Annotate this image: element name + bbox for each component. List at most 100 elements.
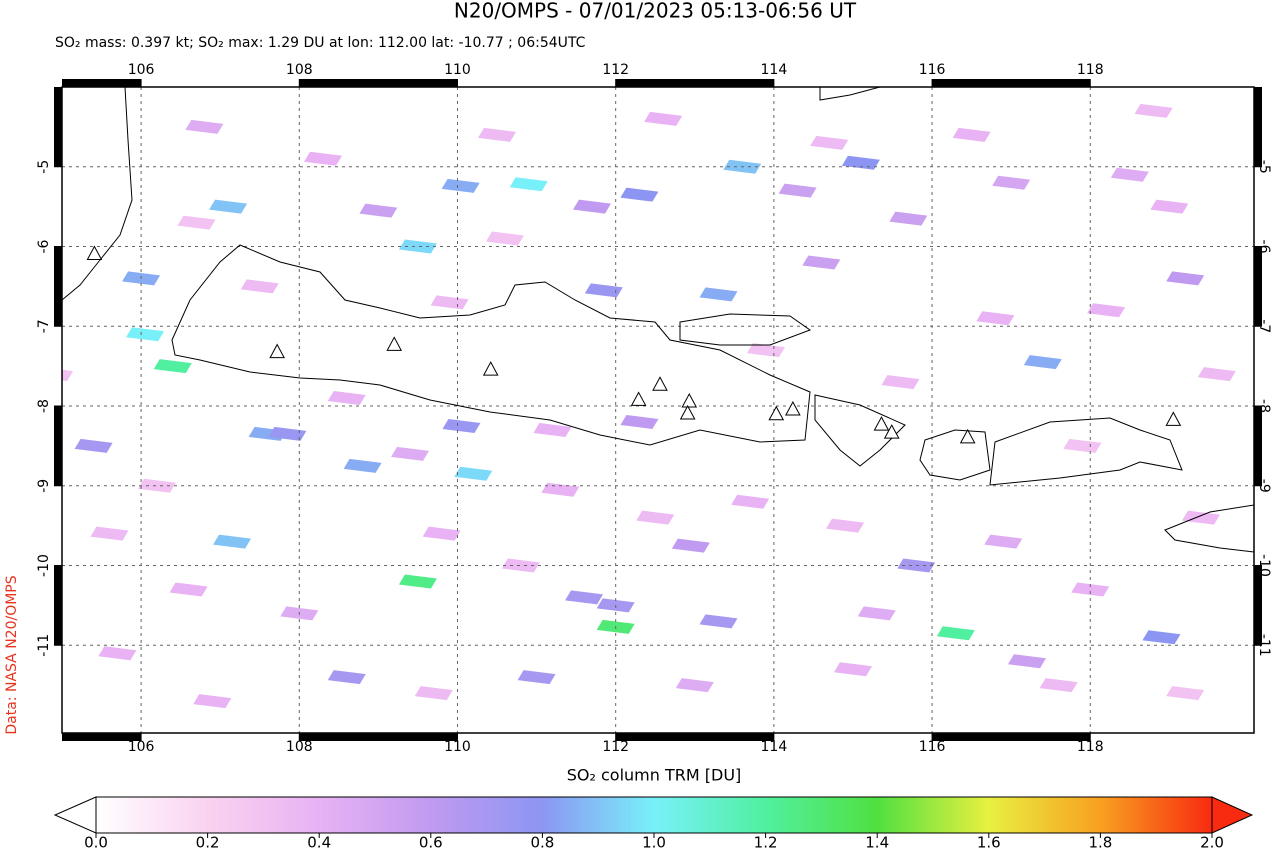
coast-java — [171, 244, 811, 446]
so2-pixel — [533, 422, 572, 437]
so2-pixel — [572, 199, 611, 214]
x-tick-label: 114 — [761, 739, 788, 755]
so2-pixel — [90, 526, 129, 541]
so2-pixel — [984, 534, 1023, 549]
volcano-marker — [883, 424, 900, 439]
x-tick-label: 106 — [128, 739, 155, 755]
so2-pixel — [98, 646, 137, 661]
so2-pixel — [565, 590, 604, 605]
so2-pixel — [74, 438, 113, 453]
frame-bar — [54, 246, 62, 327]
so2-pixel — [644, 111, 683, 126]
y-tick-label: -10 — [36, 554, 52, 577]
so2-pixel — [936, 626, 975, 641]
volcano-marker — [873, 416, 890, 431]
y-tick-label: -11 — [1256, 634, 1272, 657]
so2-pixel — [671, 538, 710, 553]
so2-pixel — [1087, 303, 1126, 318]
colorbar-tick-label: 1.0 — [642, 834, 666, 852]
y-tick-label: -7 — [36, 319, 52, 333]
y-tick-label: -7 — [1256, 319, 1272, 333]
y-tick-label: -9 — [1256, 479, 1272, 493]
x-tick-label: 106 — [128, 62, 155, 78]
colorbar-tick-label: 1.6 — [977, 834, 1001, 852]
frame-bar — [1254, 246, 1262, 327]
so2-pixel — [976, 311, 1015, 326]
x-tick-label: 116 — [919, 62, 946, 78]
y-tick-label: -6 — [1256, 240, 1272, 254]
colorbar-tick-label: 1.8 — [1088, 834, 1112, 852]
so2-pixel — [675, 678, 714, 693]
volcano-marker — [785, 400, 801, 416]
credit: Data: NASA N20/OMPS — [4, 575, 20, 734]
frame-bar — [932, 733, 1091, 741]
title: N20/OMPS - 07/01/2023 05:13-06:56 UT — [454, 0, 857, 23]
so2-pixel — [359, 203, 398, 218]
so2-pixel — [517, 670, 556, 685]
x-tick-label: 110 — [444, 62, 471, 78]
y-tick-label: -5 — [36, 160, 52, 174]
so2-pixel — [699, 614, 738, 629]
y-tick-label: -10 — [1256, 554, 1272, 577]
so2-pixel — [398, 574, 437, 589]
colorbar-tick-label: 0.2 — [196, 834, 220, 852]
x-tick-label: 112 — [602, 739, 629, 755]
so2-pixel — [327, 670, 366, 685]
so2-pixel — [1023, 355, 1062, 370]
so2-pixel — [889, 211, 928, 226]
frame-bar — [54, 406, 62, 486]
frame-bar — [615, 79, 774, 87]
frame-bar — [1254, 87, 1262, 167]
y-tick-label: -8 — [1256, 399, 1272, 413]
volcano-marker — [768, 405, 785, 421]
so2-pixel — [209, 199, 248, 214]
so2-pixel — [992, 175, 1031, 190]
so2-pixel — [62, 369, 74, 382]
coast-borneo — [819, 87, 881, 101]
x-tick-label: 108 — [286, 739, 313, 755]
so2-pixel — [509, 177, 548, 192]
so2-pixel — [620, 414, 659, 429]
so2-pixel — [857, 606, 896, 621]
coastlines — [62, 87, 1254, 553]
colorbar-tick-label: 1.2 — [754, 834, 778, 852]
so2-pixel — [422, 526, 461, 541]
so2-pixel — [1007, 654, 1046, 669]
so2-pixel — [1150, 199, 1189, 214]
so2-pixel — [833, 662, 872, 677]
so2-pixel — [391, 446, 430, 461]
so2-pixel — [137, 478, 176, 493]
so2-pixel — [1197, 367, 1236, 382]
so2-pixel — [1166, 271, 1205, 286]
volcano-marker — [681, 392, 698, 408]
frame-bar — [1254, 565, 1262, 646]
x-tick-label: 114 — [761, 62, 788, 78]
frame-bar — [299, 79, 458, 87]
so2-pixel — [193, 694, 232, 709]
so2-pixel — [501, 558, 540, 573]
x-tick-label: 108 — [286, 62, 313, 78]
so2-pixel — [636, 510, 675, 525]
so2-pixel — [1182, 510, 1221, 525]
so2-pixel — [584, 283, 623, 298]
x-tick-label: 118 — [1077, 62, 1104, 78]
so2-pixel — [841, 155, 880, 170]
frame-bar — [54, 87, 62, 167]
frame-bar — [932, 79, 1091, 87]
x-tick-label: 112 — [602, 62, 629, 78]
so2-pixel — [1063, 438, 1102, 453]
so2-pixel — [213, 534, 252, 549]
volcano-marker — [269, 343, 285, 359]
so2-pixel — [826, 518, 865, 533]
so2-pixel — [620, 187, 659, 202]
so2-pixel — [327, 391, 366, 406]
so2-pixel — [881, 375, 920, 390]
y-tick-label: -6 — [36, 239, 52, 253]
so2-pixel — [699, 287, 738, 302]
volcano-marker — [482, 361, 499, 376]
colorbar-tick-label: 0.8 — [530, 834, 554, 852]
x-tick-label: 116 — [919, 739, 946, 755]
so2-pixel — [1134, 103, 1173, 118]
colorbar: SO₂ column TRM [DU] 0.0 0.2 0.4 0.6 0.8 1.0 1.… — [53, 766, 1254, 852]
